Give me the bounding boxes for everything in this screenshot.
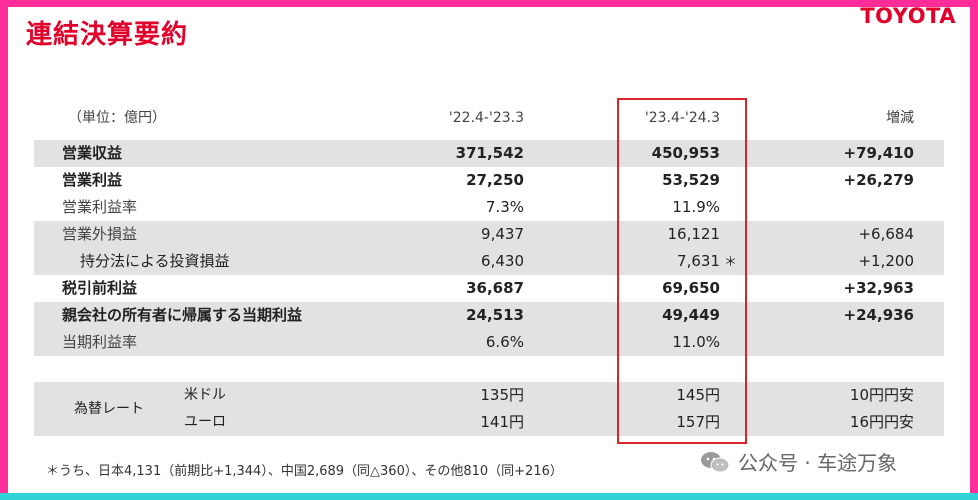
row-label: 持分法による投資損益 [80, 252, 230, 270]
row-value-prev: 7.3% [485, 198, 524, 216]
row-value-prev: 36,687 [466, 279, 524, 297]
fx-label: 為替レート [74, 401, 144, 417]
row-value-current: 11.9% [672, 198, 720, 216]
row-value-change: +24,936 [843, 306, 914, 324]
frame-left [0, 0, 8, 500]
row-value-change: +26,279 [843, 171, 914, 189]
fx-block: 為替レート 米ドル 135円 145円 10円円安 ユーロ 141円 157円 … [34, 382, 944, 436]
row-label: 営業収益 [62, 144, 123, 162]
row-label: 営業利益率 [62, 198, 138, 216]
footnote: ＊うち、日本4,131（前期比+1,344）、中国2,689（同△360）、その… [46, 464, 563, 479]
row-label: 税引前利益 [62, 279, 138, 297]
fx-usd-label: 米ドル [184, 387, 226, 403]
header-col-prev: '22.4-'23.3 [448, 110, 524, 126]
fx-usd-prev: 135円 [480, 386, 524, 404]
table-row: 税引前利益 36,687 69,650 +32,963 [34, 275, 944, 302]
page-title: 連結決算要約 [26, 20, 189, 50]
frame-right [970, 0, 978, 500]
table-row: 営業収益 371,542 450,953 +79,410 [34, 140, 944, 167]
row-label: 営業外損益 [62, 225, 138, 243]
table-row: 持分法による投資損益 6,430 7,631 ＊ +1,200 [34, 248, 944, 275]
brand-logo: TOYOTA [860, 4, 956, 28]
row-label: 親会社の所有者に帰属する当期利益 [62, 306, 303, 324]
row-value-prev: 9,437 [481, 225, 524, 243]
table-row: 営業外損益 9,437 16,121 +6,684 [34, 221, 944, 248]
row-label: 当期利益率 [62, 333, 138, 351]
fx-eur-change: 16円円安 [849, 413, 914, 431]
row-value-current: 69,650 [662, 279, 720, 297]
table-header: （単位：億円） '22.4-'23.3 '23.4-'24.3 増減 [34, 105, 944, 132]
row-value-current: 49,449 [662, 306, 720, 324]
frame-bottom [0, 493, 978, 500]
table-row: 親会社の所有者に帰属する当期利益 24,513 49,449 +24,936 [34, 302, 944, 329]
fx-usd-change: 10円円安 [849, 386, 914, 404]
row-value-change: +32,963 [843, 279, 914, 297]
row-value-change: +6,684 [858, 225, 914, 243]
row-value-prev: 6,430 [481, 252, 524, 270]
row-value-prev: 371,542 [455, 144, 524, 162]
watermark-text: 公众号 · 车途万象 [738, 451, 898, 475]
fx-usd-current: 145円 [676, 386, 720, 404]
fx-eur-label: ユーロ [184, 414, 226, 430]
row-value-current: 53,529 [662, 171, 720, 189]
row-value-current: 450,953 [651, 144, 720, 162]
frame-top [0, 0, 978, 7]
row-value-current: 7,631 [677, 252, 720, 270]
wechat-icon [701, 451, 730, 472]
fx-eur-current: 157円 [676, 413, 720, 431]
current-year-highlight [617, 98, 747, 444]
header-col-change: 増減 [886, 110, 914, 126]
watermark: 公众号 · 车途万象 [700, 447, 897, 476]
unit-label: （単位：億円） [68, 110, 166, 126]
row-value-prev: 6.6% [485, 333, 524, 351]
row-value-prev: 27,250 [466, 171, 524, 189]
header-col-current: '23.4-'24.3 [644, 110, 720, 126]
fx-eur-prev: 141円 [480, 413, 524, 431]
row-value-prev: 24,513 [466, 306, 524, 324]
row-value-current: 11.0% [672, 333, 720, 351]
table-row: 当期利益率 6.6% 11.0% [34, 329, 944, 356]
row-value-change: +1,200 [858, 252, 914, 270]
row-value-change: +79,410 [843, 144, 914, 162]
row-label: 営業利益 [62, 171, 123, 189]
table-row: 営業利益 27,250 53,529 +26,279 [34, 167, 944, 194]
table-row: 営業利益率 7.3% 11.9% [34, 194, 944, 221]
row-value-current: 16,121 [667, 225, 721, 243]
footnote-mark: ＊ [724, 255, 738, 270]
